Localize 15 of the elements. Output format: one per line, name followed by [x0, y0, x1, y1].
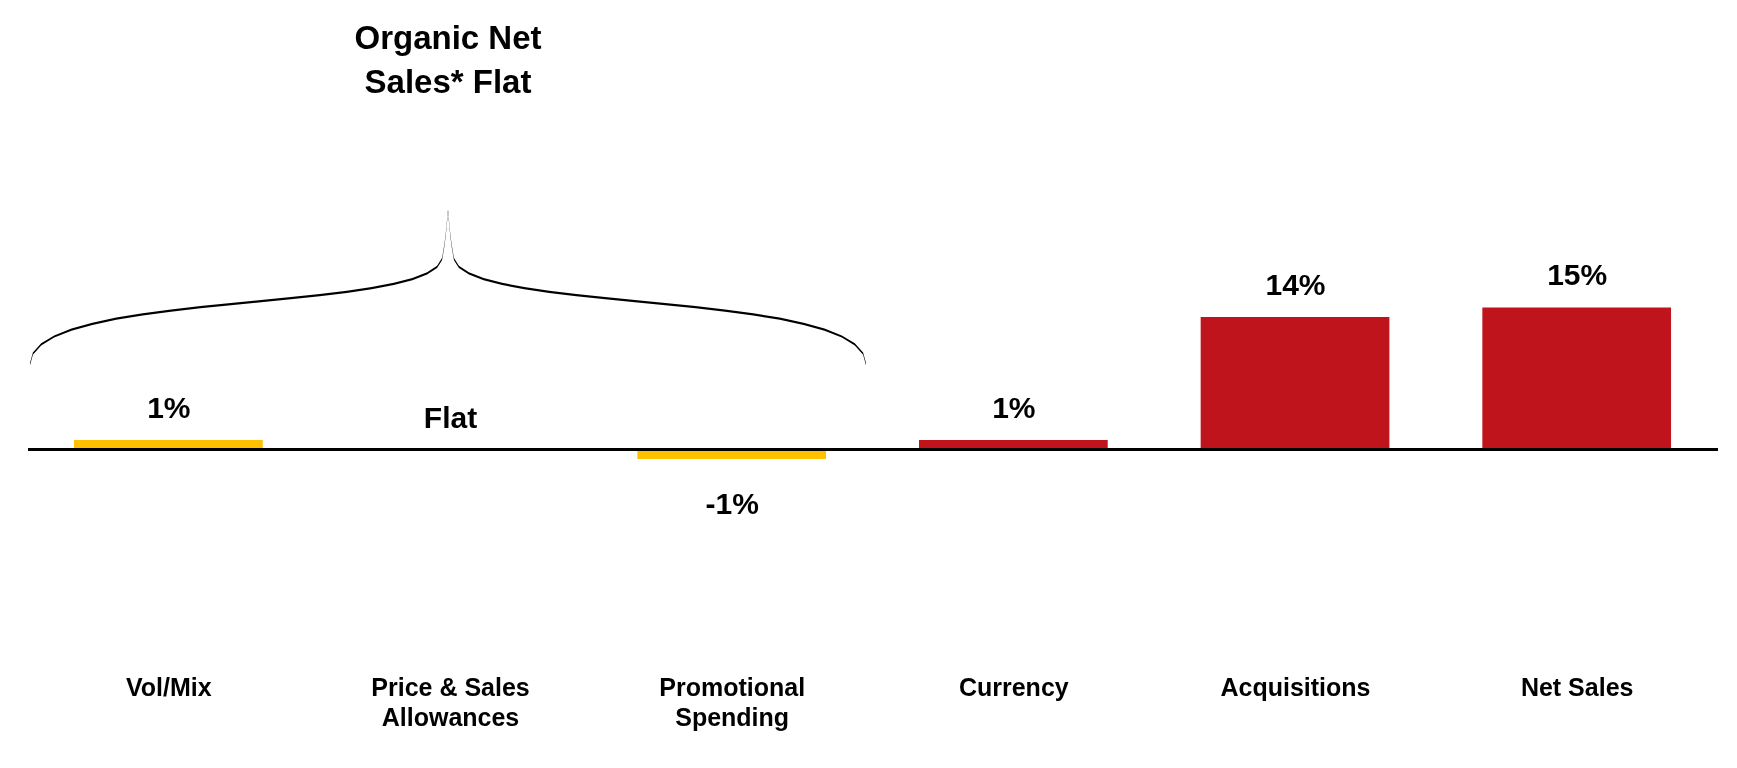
- x-tick-label: Price & Sales Allowances: [371, 673, 530, 731]
- bar: [1482, 307, 1672, 450]
- x-tick-label: Acquisitions: [1220, 673, 1371, 701]
- data-label: 1%: [992, 391, 1036, 425]
- data-label: 15%: [1547, 258, 1608, 292]
- x-tick-label: Promotional Spending: [659, 673, 806, 731]
- bar: [1200, 316, 1390, 450]
- data-label: Flat: [423, 400, 478, 434]
- data-label: -1%: [705, 487, 759, 521]
- text: Organic Net Sales* Flat: [353, 18, 543, 102]
- x-tick-label: Net Sales: [1520, 673, 1634, 701]
- x-tick-label: Currency: [958, 673, 1069, 701]
- data-label: 14%: [1265, 267, 1326, 301]
- data-label: 1%: [147, 391, 191, 425]
- x-tick-label: Vol/Mix: [126, 673, 212, 701]
